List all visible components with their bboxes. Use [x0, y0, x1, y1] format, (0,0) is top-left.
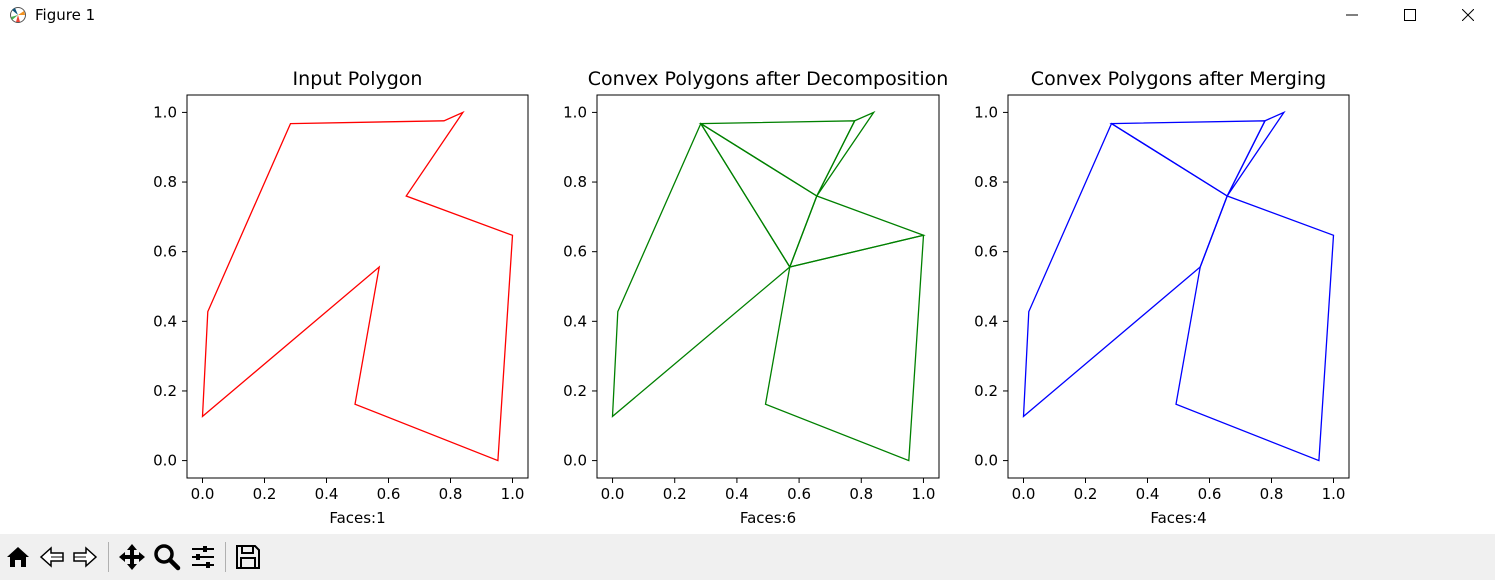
pan-icon: [119, 544, 145, 570]
toolbar-separator: [225, 542, 226, 572]
x-tick-label: 0.0: [191, 485, 215, 503]
navigation-toolbar: [0, 534, 1495, 580]
x-tick-label: 0.8: [849, 485, 873, 503]
x-tick-label: 0.6: [377, 485, 401, 503]
save-icon: [236, 545, 260, 569]
y-tick-label: 0.2: [153, 382, 177, 400]
x-axis-label: Faces:1: [329, 509, 385, 527]
x-tick-label: 1.0: [912, 485, 936, 503]
x-tick-label: 1.0: [501, 485, 525, 503]
axes-background: [1008, 95, 1349, 478]
matplotlib-logo-icon: [10, 7, 26, 23]
x-tick-label: 0.6: [787, 485, 811, 503]
y-tick-label: 0.0: [153, 452, 177, 470]
x-tick-label: 0.8: [439, 485, 463, 503]
subplot-title: Convex Polygons after Decomposition: [588, 68, 949, 90]
y-tick-label: 1.0: [563, 103, 587, 121]
configure-subplots-icon: [192, 546, 214, 568]
polygon-face-1: [201, 110, 514, 462]
y-tick-label: 0.4: [974, 312, 998, 330]
home-icon: [7, 547, 29, 567]
axes-frame: [596, 94, 940, 479]
minimize-icon: [1346, 14, 1358, 16]
maximize-icon: [1404, 9, 1416, 21]
x-tick-label: 1.0: [1322, 485, 1346, 503]
x-axis-label: Faces:6: [740, 509, 796, 527]
x-tick-label: 0.2: [253, 485, 277, 503]
subplot-1: 0.0 0.2 0.4 0.6 0.8 1.0 0.0 0.2 0.4 0.6 0.8 1.0 Inpu…: [153, 68, 529, 527]
x-tick-label: 0.2: [1074, 485, 1098, 503]
window-title: Figure 1: [35, 6, 96, 24]
y-tick-label: 0.0: [974, 452, 998, 470]
save-button[interactable]: [233, 542, 263, 572]
subplot-title: Input Polygon: [293, 68, 423, 90]
y-tick-label: 0.4: [153, 312, 177, 330]
x-tick-label: 0.0: [1012, 485, 1036, 503]
y-tick-label: 0.2: [563, 382, 587, 400]
zoom-icon: [154, 544, 181, 571]
home-button[interactable]: [3, 542, 33, 572]
y-tick-label: 0.8: [974, 173, 998, 191]
x-tick-label: 0.2: [663, 485, 687, 503]
y-tick-label: 0.4: [563, 312, 587, 330]
minimize-button[interactable]: [1323, 0, 1381, 30]
y-tick-label: 1.0: [153, 103, 177, 121]
configure-subplots-button[interactable]: [188, 542, 218, 572]
x-tick-label: 0.4: [1136, 485, 1160, 503]
x-tick-label: 0.4: [725, 485, 749, 503]
y-tick-label: 0.6: [153, 243, 177, 261]
figure-svg: 0.0 0.2 0.4 0.6 0.8 1.0 0.0 0.2 0.4 0.6 0.8 1.0 Inpu…: [153, 68, 1350, 527]
y-tick-label: 1.0: [974, 103, 998, 121]
y-tick-label: 0.8: [563, 173, 587, 191]
maximize-button[interactable]: [1381, 0, 1439, 30]
x-tick-label: 0.4: [315, 485, 339, 503]
polygon-face-6: [816, 110, 876, 197]
figure-canvas[interactable]: 0.0 0.2 0.4 0.6 0.8 1.0 0.0 0.2 0.4 0.6 0.8 1.0 Inpu…: [0, 30, 1495, 534]
y-tick-label: 0.2: [974, 382, 998, 400]
x-tick-label: 0.6: [1198, 485, 1222, 503]
toolbar-separator: [108, 542, 109, 572]
subplot-title: Convex Polygons after Merging: [1031, 68, 1326, 90]
axes-frame: [186, 94, 529, 479]
forward-icon: [73, 546, 98, 568]
close-icon: [1462, 9, 1474, 21]
x-tick-label: 0.8: [1260, 485, 1284, 503]
window-titlebar: Figure 1: [0, 0, 1495, 30]
back-icon: [39, 546, 64, 568]
y-tick-label: 0.0: [563, 452, 587, 470]
axes-background: [187, 95, 528, 478]
polygon-face-2: [1175, 195, 1335, 462]
axes-frame: [1007, 94, 1350, 479]
y-tick-label: 0.6: [974, 243, 998, 261]
polygon-face-4: [1226, 110, 1286, 197]
x-axis-label: Faces:4: [1150, 509, 1206, 527]
close-button[interactable]: [1439, 0, 1495, 30]
zoom-button[interactable]: [152, 542, 182, 572]
back-button[interactable]: [37, 542, 67, 572]
subplot-2: 0.0 0.2 0.4 0.6 0.8 1.00.00.20.40.60.81.0Conv…: [563, 68, 948, 527]
pan-button[interactable]: [117, 542, 147, 572]
forward-button[interactable]: [70, 542, 100, 572]
y-tick-label: 0.8: [153, 173, 177, 191]
x-tick-label: 0.0: [601, 485, 625, 503]
y-tick-label: 0.6: [563, 243, 587, 261]
axes-background: [597, 95, 939, 478]
subplot-3: 0.0 0.2 0.4 0.6 0.8 1.0 0.0 0.2 0.4 0.6 0.8 1.0 Conv…: [974, 68, 1350, 527]
